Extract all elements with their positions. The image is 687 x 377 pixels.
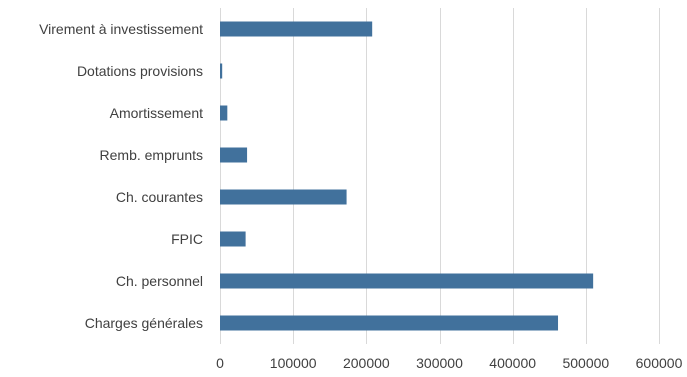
- bar-3: [220, 147, 248, 163]
- x-tick-label-4: 400000: [489, 355, 536, 371]
- bar-7: [220, 315, 559, 331]
- x-axis-tick-labels: 0 100000 200000 300000 400000 500000 600000: [216, 355, 682, 371]
- category-label-6: Ch. personnel: [116, 273, 203, 289]
- x-tick-label-0: 0: [216, 355, 224, 371]
- x-tick-label-5: 500000: [562, 355, 609, 371]
- category-label-0: Virement à investissement: [39, 21, 203, 37]
- bar-6: [220, 273, 594, 289]
- x-tick-label-3: 300000: [416, 355, 463, 371]
- category-label-7: Charges générales: [85, 315, 203, 331]
- bar-2: [220, 105, 228, 121]
- category-label-2: Amortissement: [110, 105, 203, 121]
- category-label-4: Ch. courantes: [116, 189, 203, 205]
- x-tick-label-6: 600000: [636, 355, 683, 371]
- x-tick-label-1: 100000: [270, 355, 317, 371]
- bar-4: [220, 189, 347, 205]
- bar-1: [220, 63, 223, 79]
- bars: [220, 21, 594, 331]
- category-label-5: FPIC: [171, 231, 203, 247]
- bar-5: [220, 231, 246, 247]
- bar-0: [220, 21, 373, 37]
- category-label-3: Remb. emprunts: [100, 147, 203, 163]
- category-label-1: Dotations provisions: [77, 63, 203, 79]
- x-tick-label-2: 200000: [343, 355, 390, 371]
- category-labels: Virement à investissement Dotations provi…: [39, 21, 203, 331]
- gridlines: [220, 8, 660, 344]
